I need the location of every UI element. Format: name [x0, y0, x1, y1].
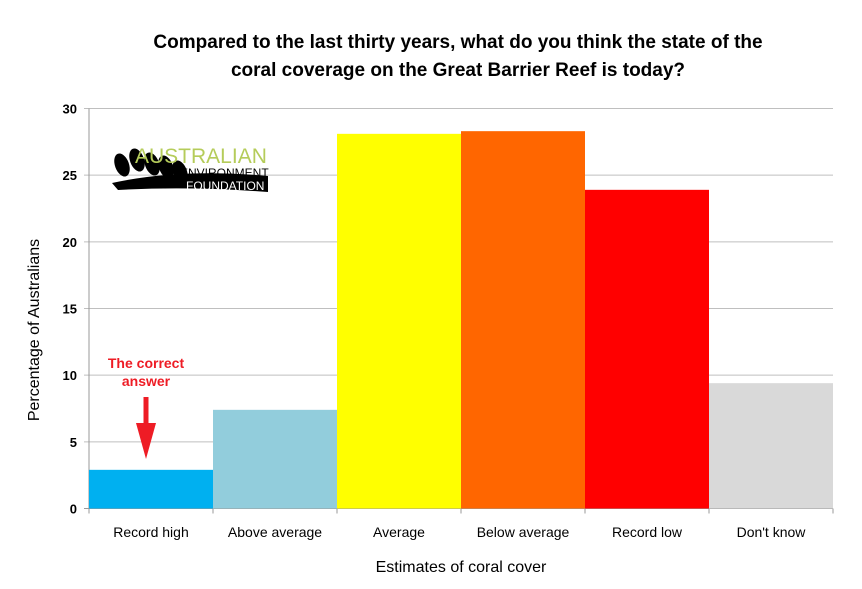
- chart-title-line: Compared to the last thirty years, what …: [153, 32, 762, 53]
- y-tick-label: 15: [63, 302, 77, 317]
- y-tick-label: 5: [70, 435, 77, 450]
- logo-bird-icon: [172, 160, 188, 184]
- y-tick-label: 25: [63, 168, 77, 183]
- x-tick-label: Record low: [612, 524, 683, 540]
- logo-text: FOUNDATION: [186, 179, 264, 193]
- y-axis-label: Percentage of Australians: [26, 239, 43, 421]
- bar-above-average: [213, 409, 337, 509]
- bar-below-average: [461, 131, 585, 509]
- annotation-text: The correct: [108, 355, 185, 371]
- x-tick-label: Record high: [113, 524, 189, 540]
- logo-text: ENVIRONMENT: [180, 166, 269, 180]
- y-tick-label: 0: [70, 502, 77, 517]
- x-tick-label: Below average: [477, 524, 570, 540]
- bar-record-high: [89, 469, 213, 509]
- logo-branch: [112, 173, 268, 192]
- x-tick-label: Average: [373, 524, 425, 540]
- logo-bird-icon: [144, 152, 160, 176]
- logo-text: AUSTRALIAN: [135, 145, 267, 168]
- x-tick-label: Don't know: [737, 524, 807, 540]
- annotation-text: answer: [122, 373, 171, 389]
- bar-record-low: [585, 189, 709, 509]
- bar-average: [337, 133, 461, 509]
- x-tick-label: Above average: [228, 524, 322, 540]
- annotation-arrow-icon: [136, 423, 156, 459]
- y-tick-label: 30: [63, 102, 77, 117]
- x-axis-label: Estimates of coral cover: [376, 559, 547, 576]
- logo-bird-icon: [114, 153, 130, 177]
- y-tick-label: 10: [63, 368, 77, 383]
- y-tick-label: 20: [63, 235, 77, 250]
- chart-title-line: coral coverage on the Great Barrier Reef…: [231, 60, 685, 81]
- annotation-arrow-shaft: [143, 397, 149, 425]
- logo-bird-icon: [158, 155, 174, 179]
- logo-bird-icon: [129, 148, 145, 172]
- bar-don-t-know: [709, 383, 833, 509]
